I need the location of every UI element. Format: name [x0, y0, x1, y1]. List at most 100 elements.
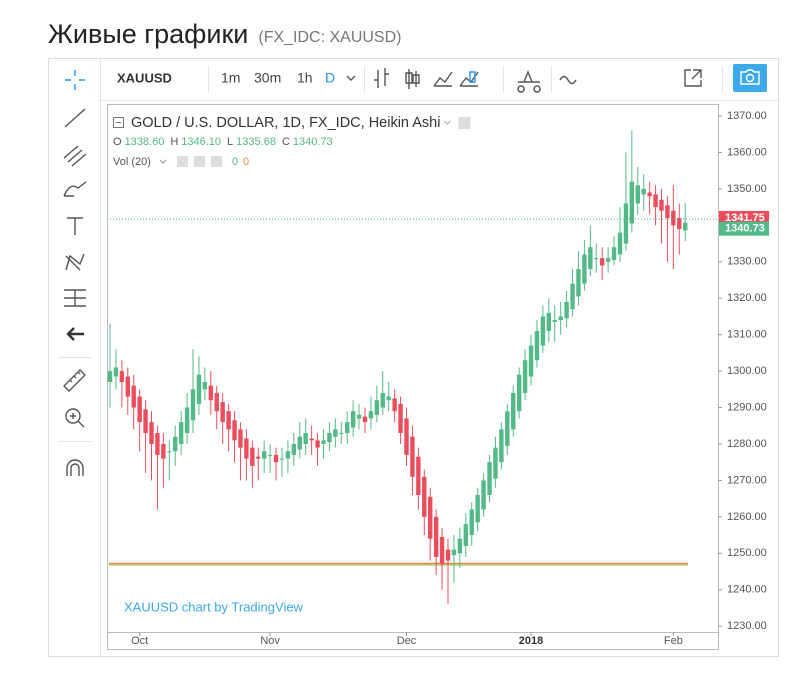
camera-icon [740, 69, 760, 85]
volume-label: Vol (20) [113, 156, 151, 168]
page-title: Живые графики [48, 19, 248, 49]
candle-body [451, 549, 457, 556]
settings-button[interactable] [458, 117, 471, 129]
compare-icon[interactable] [517, 70, 541, 93]
candle-body [161, 443, 166, 459]
candle-body [623, 203, 629, 244]
candle-body [279, 458, 285, 460]
back-tool[interactable] [66, 327, 84, 341]
zoom-tool[interactable] [65, 408, 81, 424]
candle-body [416, 456, 421, 495]
interval[interactable]: 30m [254, 70, 281, 86]
candle-body [327, 433, 332, 443]
interval[interactable]: 1h [297, 70, 313, 86]
pitchfork-tool[interactable] [63, 145, 87, 167]
y-tick-label: 1350.00 [727, 183, 767, 195]
snapshot-button[interactable] [733, 64, 767, 92]
candle-body [196, 374, 202, 404]
indicators-icon[interactable] [559, 75, 577, 85]
candle-body [552, 320, 557, 322]
volume-button[interactable] [194, 156, 205, 167]
fullscreen-icon[interactable] [684, 69, 702, 87]
candle-body [339, 433, 344, 435]
candle-body [564, 301, 569, 319]
candle-body [665, 205, 670, 219]
candles-icon[interactable] [405, 69, 420, 89]
candle-body [167, 451, 172, 453]
candle-body [131, 385, 136, 408]
candle-body [588, 247, 593, 270]
candle-body [594, 258, 599, 260]
y-tick-label: 1270.00 [727, 474, 767, 486]
candle-body [137, 396, 142, 423]
candle-body [309, 438, 314, 441]
plot: 1230.00 1240.00 1250.00 1260.00 1270.00 1280.… [107, 110, 769, 647]
symbol[interactable]: XAUUSD [117, 70, 172, 85]
text-tool[interactable] [67, 217, 83, 235]
candle-body [457, 538, 463, 554]
page-subtitle: (FX_IDC: XAUUSD) [258, 29, 401, 46]
candle-body [143, 409, 148, 434]
ha-icon[interactable] [469, 71, 476, 83]
candle-body [558, 316, 563, 321]
series-title: GOLD / U.S. DOLLAR, 1D, FX_IDC, Heikin A… [131, 115, 440, 131]
y-tick-label: 1260.00 [727, 511, 767, 523]
watermark[interactable]: XAUUSD chart by TradingView [124, 599, 304, 614]
volume-button[interactable] [177, 156, 188, 167]
interval[interactable]: 1m [221, 70, 240, 86]
pattern-tool[interactable] [65, 253, 85, 271]
ohlc-value: 1335.68 [236, 136, 276, 148]
candle-body [303, 433, 308, 444]
candle-body [261, 451, 267, 459]
y-tick-label: 1280.00 [727, 438, 767, 450]
magnet-tool[interactable] [66, 459, 84, 476]
candle-body [107, 371, 113, 383]
y-tick-label: 1250.00 [727, 547, 767, 559]
candle-body [659, 199, 664, 211]
y-tick-label: 1330.00 [727, 256, 767, 268]
candle-body [256, 456, 261, 459]
volume-menu[interactable] [159, 159, 167, 164]
candle-body [297, 436, 302, 450]
candle-body [683, 222, 688, 231]
candle-body [422, 476, 427, 517]
interval-active[interactable]: D [325, 70, 335, 86]
candle-body [617, 232, 623, 255]
x-tick-label: Oct [131, 635, 148, 647]
candle-body [528, 345, 534, 377]
ohlc-key: H [170, 136, 178, 148]
zoom-tool[interactable] [70, 413, 85, 428]
fib-tool[interactable] [64, 289, 86, 307]
candle-body [273, 454, 279, 463]
candle-body [404, 418, 409, 455]
candle-body [469, 509, 474, 536]
ohlc-legend: O 1338.60 H 1346.10 L 1335.68 C 1340.73 [113, 136, 333, 148]
candle-body [321, 440, 326, 444]
ruler-tool[interactable] [63, 369, 86, 392]
candle-body [546, 312, 552, 332]
collapse-button[interactable] [113, 117, 124, 128]
y-tick-label: 1290.00 [727, 401, 767, 413]
candle-body [511, 392, 516, 430]
brush-tool[interactable] [63, 181, 87, 197]
candle-body [250, 447, 255, 466]
volume-value: 0 [232, 156, 238, 168]
candle-body [178, 422, 184, 444]
line-tool[interactable] [64, 108, 86, 128]
area-icon[interactable] [433, 71, 453, 87]
candle-body [487, 462, 492, 495]
ohlc-key: L [227, 136, 233, 148]
candle-body [244, 438, 249, 459]
widget-frame [48, 58, 779, 657]
volume-button[interactable] [211, 156, 222, 167]
interval-menu[interactable] [346, 75, 356, 81]
candle-body [155, 433, 160, 455]
candle-body [315, 440, 320, 448]
candle-body [493, 447, 498, 479]
bars-icon[interactable] [374, 68, 389, 88]
crosshair-tool[interactable] [65, 70, 85, 90]
candle-body [534, 331, 540, 361]
candle-body [190, 389, 196, 421]
series-menu[interactable] [444, 120, 451, 125]
